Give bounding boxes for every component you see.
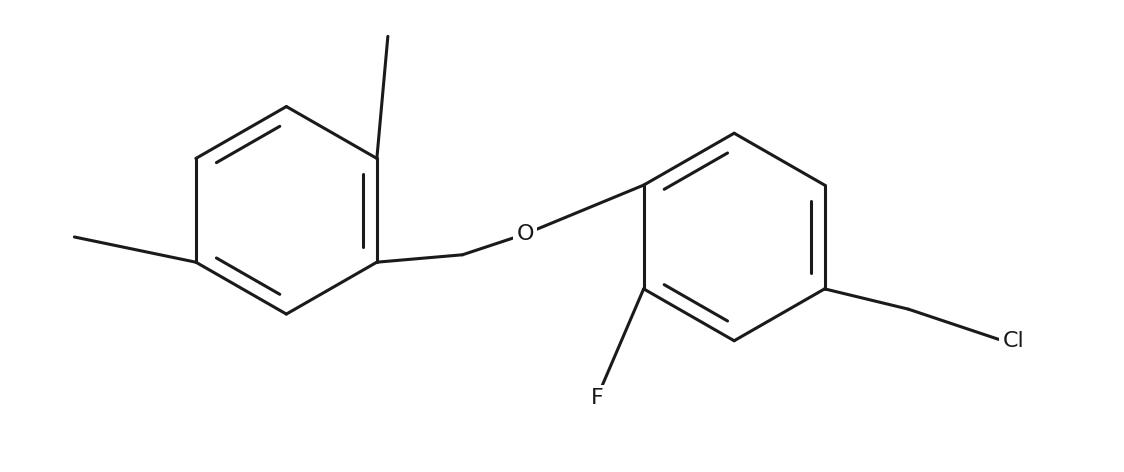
Text: F: F	[590, 388, 604, 408]
Text: O: O	[516, 224, 534, 244]
Text: Cl: Cl	[1003, 331, 1025, 351]
